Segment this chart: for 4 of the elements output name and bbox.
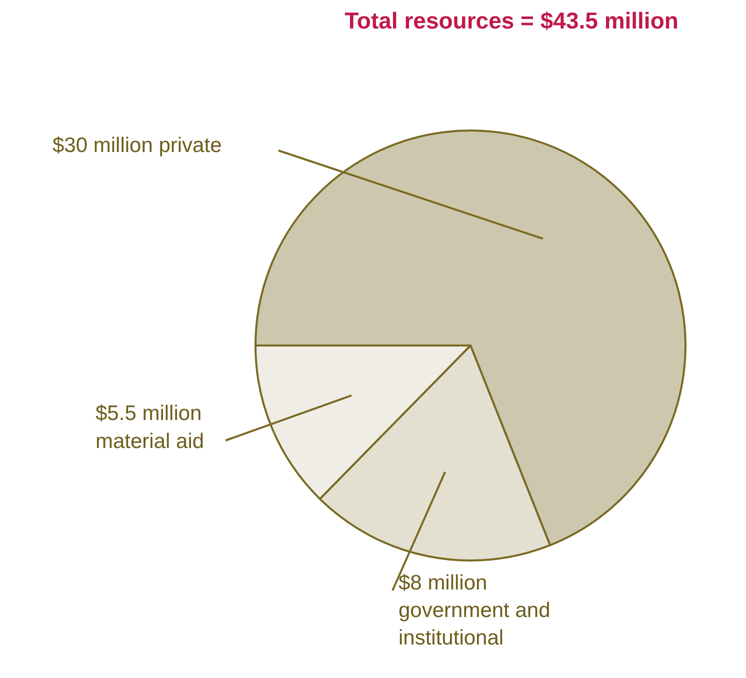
slice-label: $8 million government and institutional — [398, 571, 550, 650]
slice-label: $30 million private — [52, 134, 222, 157]
slice-label: $5.5 million material aid — [96, 402, 204, 453]
chart-title: Total resources = $43.5 million — [344, 8, 678, 34]
